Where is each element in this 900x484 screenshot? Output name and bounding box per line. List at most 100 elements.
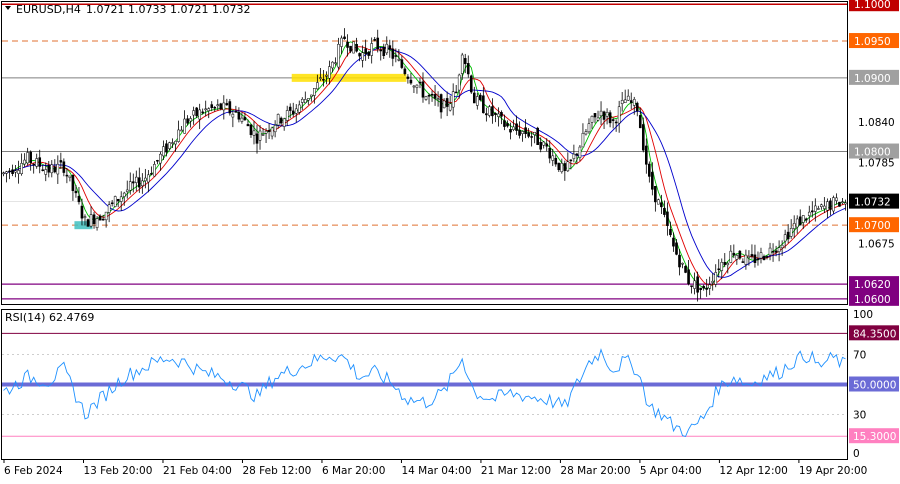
candle-body-bear bbox=[400, 59, 404, 68]
candle-body-bull bbox=[823, 205, 826, 209]
rsi-label-bg bbox=[849, 325, 899, 341]
rsi-level-label: 15.3000 bbox=[853, 431, 896, 443]
candle-body-bull bbox=[370, 43, 373, 56]
candle-body-bear bbox=[41, 169, 45, 171]
candle-body-bull bbox=[657, 199, 660, 205]
candle-body-bear bbox=[249, 124, 253, 135]
candle-body-bull bbox=[626, 95, 630, 101]
candle-body-bear bbox=[753, 254, 757, 263]
rsi-line bbox=[3, 348, 846, 438]
candle-body-bull bbox=[122, 192, 126, 197]
candle-body-bull bbox=[587, 123, 591, 133]
candle-body-bear bbox=[569, 159, 573, 162]
dropdown-triangle-icon[interactable] bbox=[5, 6, 11, 10]
rsi-label-bg bbox=[849, 376, 899, 392]
candle-body-bear bbox=[669, 229, 672, 236]
candle-body-bull bbox=[820, 204, 823, 207]
candle-body-bear bbox=[165, 143, 168, 153]
candle-body-bear bbox=[491, 106, 494, 117]
candle-body-bull bbox=[331, 61, 334, 69]
candle-body-bear bbox=[774, 250, 778, 253]
candle-body-bear bbox=[394, 55, 398, 57]
candle-body-bear bbox=[62, 161, 66, 173]
rsi-level-label: 84.3500 bbox=[853, 328, 896, 340]
candle-body-bull bbox=[729, 250, 733, 263]
candle-body-bear bbox=[702, 285, 705, 289]
candle-body-bear bbox=[234, 111, 238, 113]
candle-body-bull bbox=[141, 180, 144, 187]
candle-body-bull bbox=[240, 117, 244, 122]
candle-body-bull bbox=[415, 84, 419, 88]
candle-body-bear bbox=[225, 103, 229, 106]
candle-body-bull bbox=[258, 130, 262, 141]
candle-body-bear bbox=[38, 157, 42, 167]
candle-body-bull bbox=[147, 174, 150, 183]
x-axis-label: 5 Apr 04:00 bbox=[640, 465, 702, 477]
candle-body-bear bbox=[376, 37, 380, 50]
candle-body-bull bbox=[270, 127, 274, 137]
candle-body-bull bbox=[617, 106, 621, 124]
candle-body-bear bbox=[771, 251, 775, 253]
candle-body-bull bbox=[476, 96, 479, 106]
candle-body-bull bbox=[300, 98, 304, 103]
candle-body-bull bbox=[448, 103, 452, 111]
candle-body-bear bbox=[439, 94, 443, 113]
candle-body-bull bbox=[26, 152, 29, 164]
x-axis-label: 12 Apr 12:00 bbox=[719, 465, 787, 477]
candle-body-bull bbox=[325, 75, 328, 77]
price-label-bg bbox=[849, 193, 899, 209]
price-tick-label: 1.0840 bbox=[858, 117, 895, 129]
price-label-bg bbox=[849, 276, 899, 292]
candle-body-bear bbox=[654, 185, 657, 203]
candle-body-bull bbox=[273, 125, 277, 133]
price-label-bg bbox=[849, 290, 899, 306]
candle-body-bull bbox=[590, 115, 594, 123]
price-label-bg bbox=[849, 143, 899, 159]
x-axis-label: 13 Feb 20:00 bbox=[83, 465, 152, 477]
candle-body-bull bbox=[533, 132, 536, 135]
candle-body-bear bbox=[530, 136, 533, 138]
candle-body-bull bbox=[714, 272, 718, 285]
candle-body-bear bbox=[288, 106, 292, 111]
candle-body-bear bbox=[536, 127, 539, 146]
candle-body-bear bbox=[762, 256, 766, 261]
candle-body-bear bbox=[798, 216, 802, 226]
candle-body-bear bbox=[246, 124, 250, 127]
candle-body-bear bbox=[638, 115, 642, 129]
moving-average-line bbox=[3, 47, 846, 278]
candle-body-bull bbox=[20, 163, 23, 174]
candle-body-bear bbox=[503, 120, 506, 127]
candle-body-bear bbox=[101, 218, 105, 221]
price-header: EURUSD,H4 1.0721 1.0733 1.0721 1.0732 bbox=[5, 3, 250, 16]
candle-body-bear bbox=[92, 214, 96, 225]
candle-body-bull bbox=[334, 62, 337, 64]
candle-body-bull bbox=[817, 208, 820, 210]
candle-body-bull bbox=[581, 133, 585, 148]
candle-body-bull bbox=[780, 244, 784, 249]
candle-body-bull bbox=[174, 140, 177, 145]
candle-body-bull bbox=[192, 110, 195, 116]
candle-body-bear bbox=[651, 171, 654, 190]
candle-body-bull bbox=[807, 211, 811, 217]
candle-body-bear bbox=[201, 111, 204, 114]
candle-body-bull bbox=[542, 141, 546, 146]
candle-body-bear bbox=[59, 160, 63, 163]
candle-body-bear bbox=[391, 48, 395, 59]
candle-body-bull bbox=[134, 176, 138, 183]
candle-body-bull bbox=[397, 59, 401, 61]
candle-body-bear bbox=[635, 102, 639, 112]
x-axis-label: 28 Feb 12:00 bbox=[242, 465, 311, 477]
candle-body-bear bbox=[666, 211, 669, 226]
candle-body-bear bbox=[433, 94, 437, 99]
candle-body-bull bbox=[708, 284, 711, 289]
candle-body-bull bbox=[711, 280, 715, 283]
price-level-label: 1.1000 bbox=[854, 0, 891, 11]
candle-body-bull bbox=[313, 88, 316, 96]
candle-body-bear bbox=[500, 112, 503, 117]
x-axis-label: 28 Mar 20:00 bbox=[560, 465, 630, 477]
candle-body-bear bbox=[527, 132, 530, 137]
candle-body-bull bbox=[424, 96, 428, 100]
candle-body-bull bbox=[5, 171, 8, 174]
candle-body-bull bbox=[328, 66, 331, 79]
